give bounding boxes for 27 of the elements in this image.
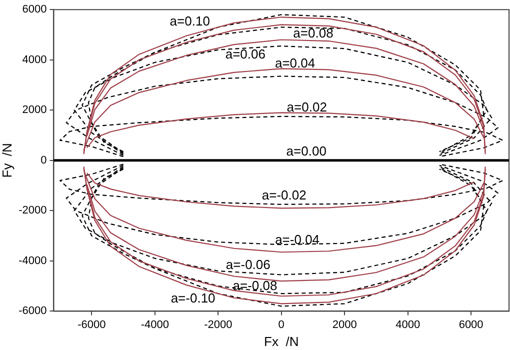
annotation: a=0.04 [274, 55, 316, 70]
x-axis-title: Fx /N [264, 334, 299, 349]
annotation: a=-0.02 [262, 187, 306, 202]
x-tick-label: 0 [278, 318, 284, 331]
ref-line-label: a=0.00 [286, 143, 326, 158]
y-tick-label: -4000 [18, 254, 47, 267]
y-axis-title: Fy /N [0, 143, 14, 178]
annotation: a=0.02 [286, 100, 327, 114]
y-tick-label: 4000 [22, 54, 47, 66]
x-tick-label: 4000 [396, 318, 420, 331]
annotation: a=-0.06 [226, 256, 270, 272]
x-tick-label: -4000 [140, 318, 169, 331]
x-tick-label: 2000 [332, 318, 357, 331]
y-tick-label: 6000 [22, 4, 47, 16]
annotation: a=0.06 [225, 46, 266, 62]
x-tick-label: 6000 [458, 318, 484, 331]
y-tick-label: -2000 [18, 204, 47, 217]
y-tick-label: 0 [40, 154, 47, 166]
annotation: a=-0.10 [170, 290, 216, 306]
annotation: a=0.08 [293, 25, 334, 40]
y-tick-label: 2000 [22, 104, 47, 116]
annotation: a=-0.08 [232, 278, 278, 294]
x-tick-label: -6000 [78, 318, 106, 331]
x-tick-label: -2000 [204, 318, 232, 331]
y-tick-label: -6000 [18, 305, 47, 318]
annotation: a=0.10 [170, 14, 210, 29]
annotation: a=-0.04 [275, 232, 320, 248]
